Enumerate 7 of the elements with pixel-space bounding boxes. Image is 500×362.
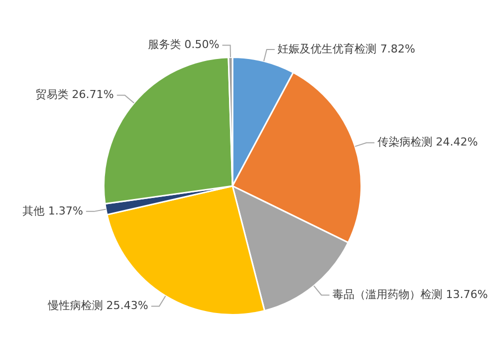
slice-label: 传染病检测 24.42% [377,136,478,149]
slice-label: 服务类 0.50% [148,38,220,52]
slice-label: 毒品（滥用药物）检测 13.76% [332,288,488,301]
slice-label: 贸易类 26.71% [35,88,114,102]
slice-label: 其他 1.37% [22,204,84,218]
slice-label: 慢性病检测 25.43% [46,299,148,312]
slice-label: 妊娠及优生优育检测 7.82% [278,42,416,56]
